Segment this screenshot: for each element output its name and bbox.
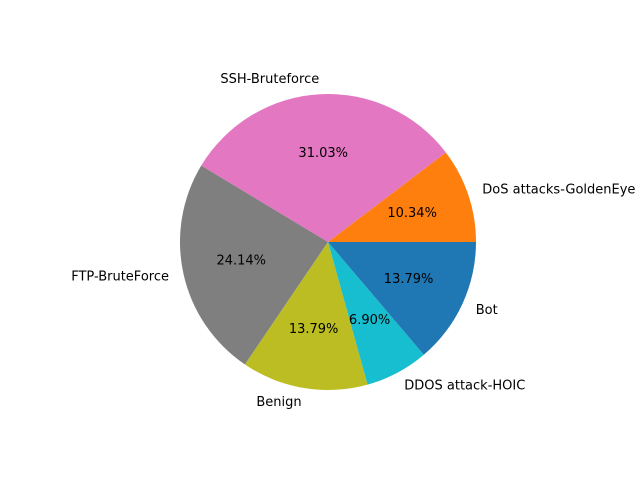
slice-label-ssh-bruteforce: SSH-Bruteforce [220, 72, 319, 87]
slice-label-bot: Bot [476, 303, 498, 318]
slice-label-dos-attacks-goldeneye: DoS attacks-GoldenEye [482, 183, 635, 198]
slice-percent-ftp-bruteforce: 24.14% [216, 254, 266, 269]
pie-slice-ftp-bruteforce [179, 165, 328, 365]
pie-slice-dos-attacks-goldeneye [328, 152, 476, 242]
slice-percent-dos-attacks-goldeneye: 10.34% [387, 206, 437, 221]
slice-label-ftp-bruteforce: FTP-BruteForce [71, 269, 169, 284]
pie-slice-ssh-bruteforce [201, 93, 446, 242]
slice-percent-ddos-attack-hoic: 6.90% [349, 313, 390, 328]
slice-label-ddos-attack-hoic: DDOS attack-HOIC [404, 378, 525, 393]
slice-percent-bot: 13.79% [384, 272, 434, 287]
slice-percent-ssh-bruteforce: 31.03% [298, 146, 348, 161]
slice-label-benign: Benign [256, 395, 301, 410]
pie-slice-benign [244, 242, 368, 390]
pie-slice-bot [328, 242, 476, 355]
pie-slice-ddos-attack-hoic [328, 242, 424, 385]
slice-percent-benign: 13.79% [289, 322, 339, 337]
